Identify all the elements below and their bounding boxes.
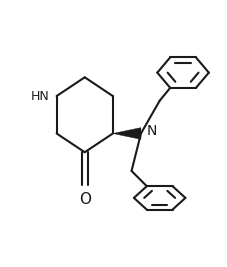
Text: N: N bbox=[146, 124, 156, 138]
Polygon shape bbox=[112, 128, 140, 139]
Text: O: O bbox=[78, 192, 90, 207]
Text: HN: HN bbox=[31, 89, 49, 103]
